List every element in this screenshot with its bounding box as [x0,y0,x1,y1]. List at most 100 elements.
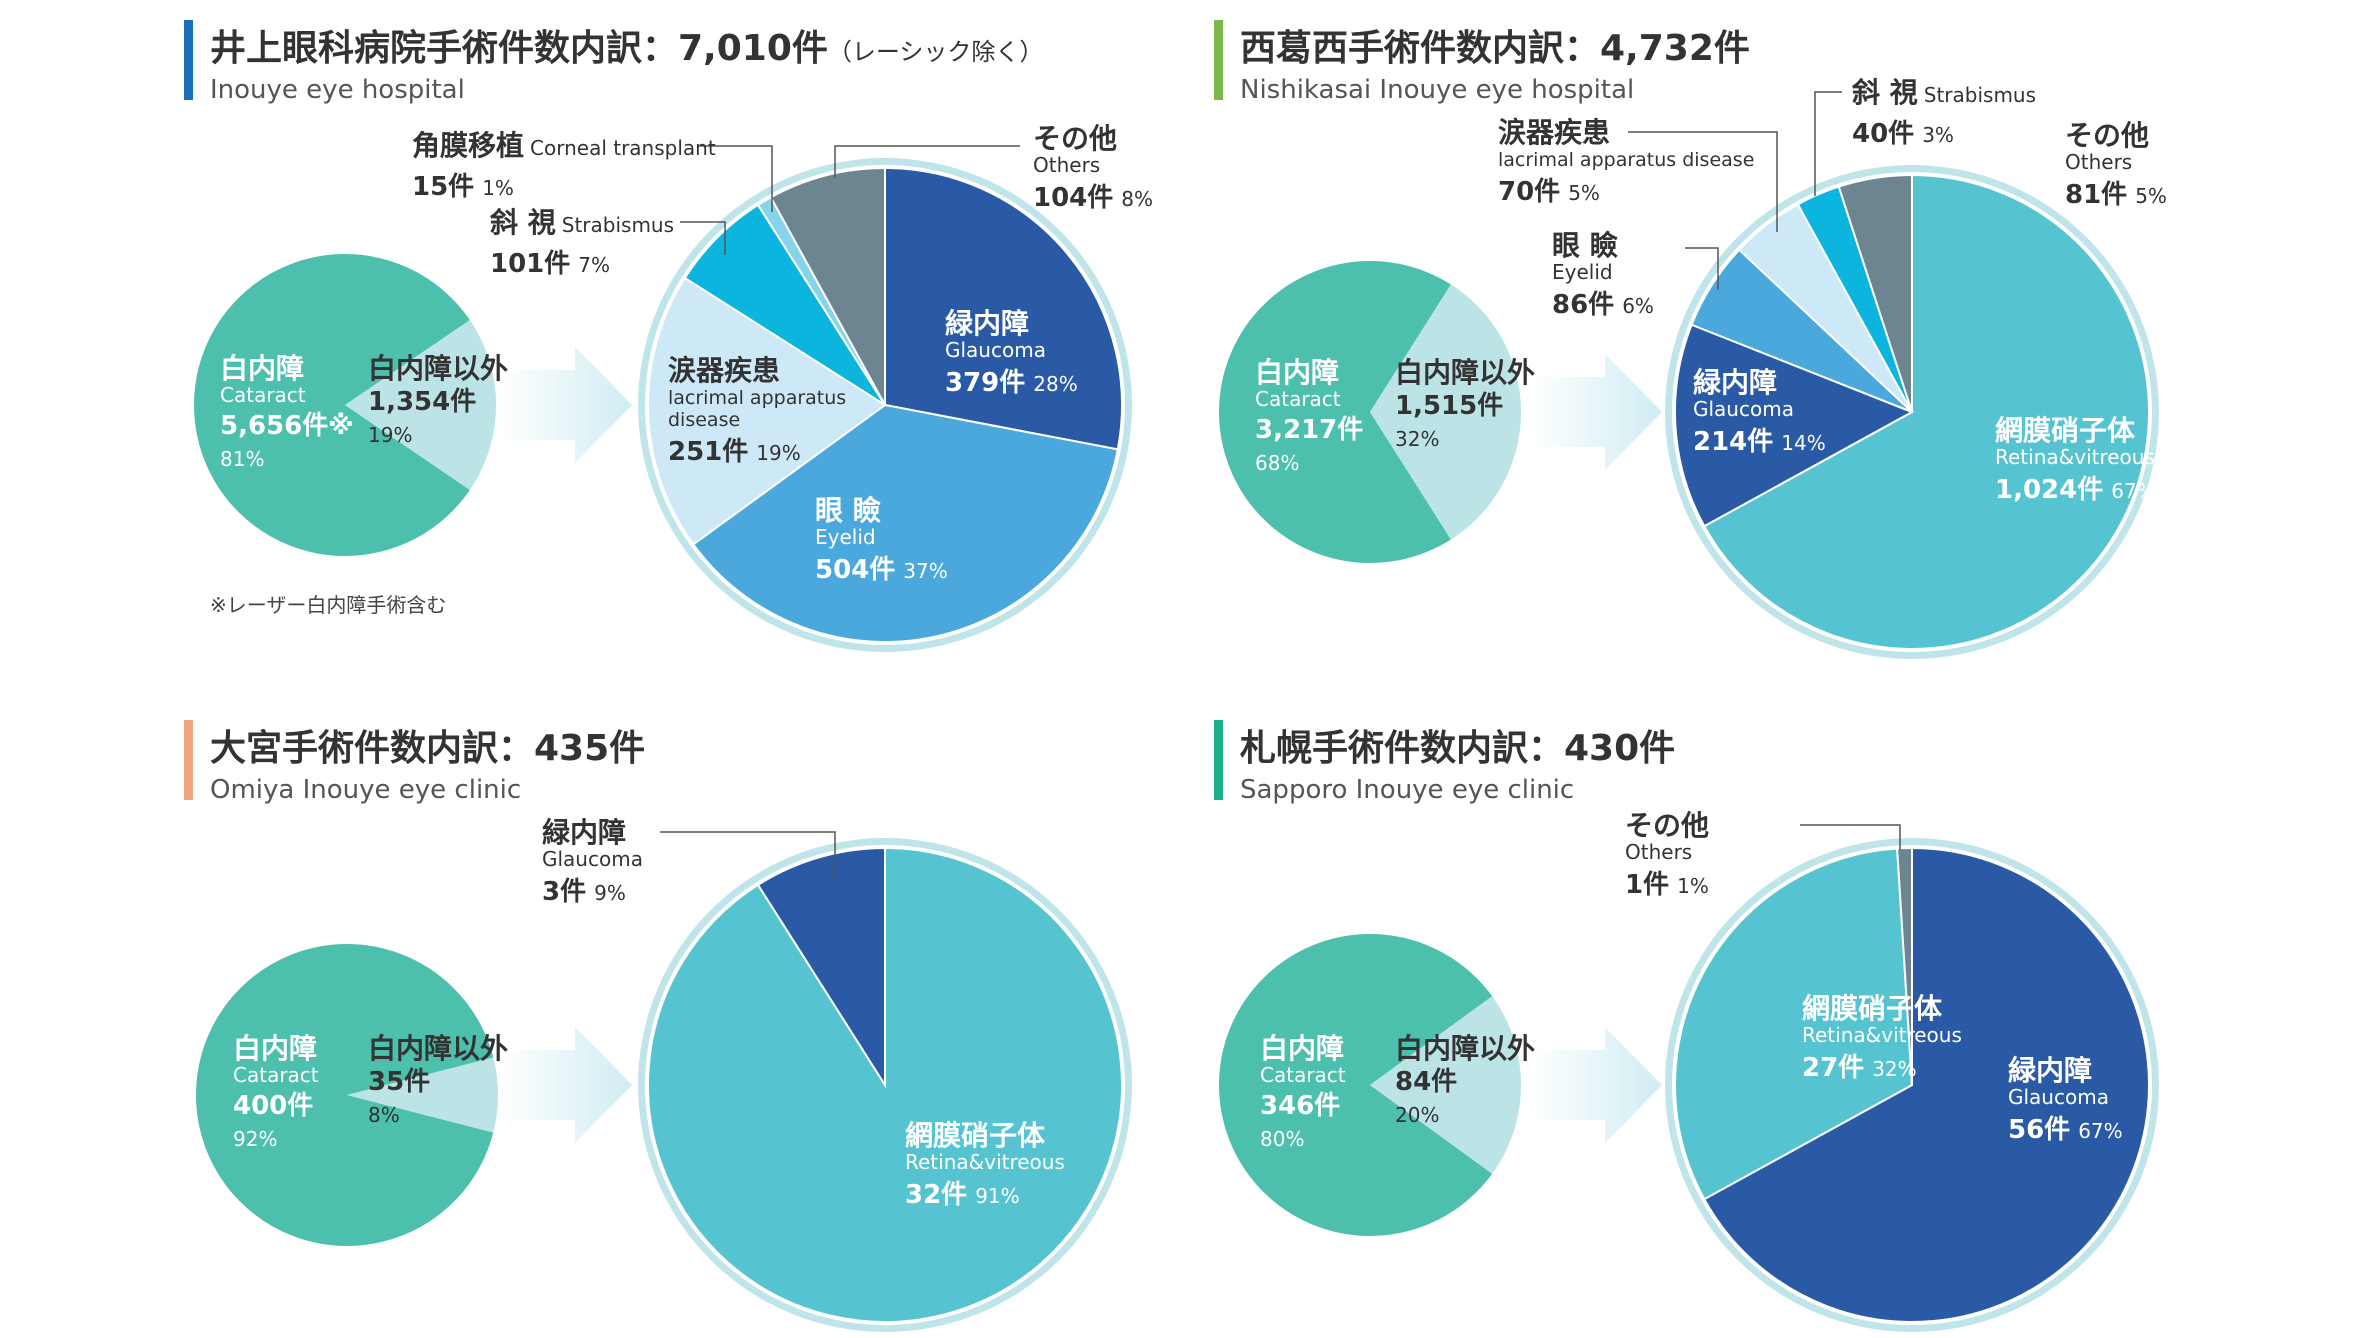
big-pie-label-en: Glaucoma [542,847,643,871]
big-pie-label-jp: その他 [1033,122,1117,155]
leader-line [834,145,1020,178]
big-pie-label-en: Glaucoma [2008,1085,2109,1109]
small-pie-slice-0 [193,252,471,557]
big-pie-label-jp: 角膜移植 Corneal transplant [412,129,716,162]
big-pie-label-en: Others [1033,153,1100,177]
big-pie-count: 3件 9% [542,877,626,907]
big-pie-label-en: Glaucoma [1693,397,1794,421]
chart-title: 西葛西手術件数内訳：4,732件 [1240,28,1750,69]
small-pie-outline [192,252,498,558]
small-pie-outline [1217,259,1523,565]
small-pie-outline [194,942,500,1248]
big-pie-count: 40件 3% [1852,119,1954,149]
big-pie-label-en: lacrimal apparatus disease [1498,149,1754,171]
big-pie-label-jp: 緑内障 [2008,1054,2092,1087]
big-pie-pct: 1% [1677,874,1709,898]
small-pie-count: 346件 [1260,1091,1340,1121]
big-pie-pct: 1% [482,176,514,200]
big-pie-label-jp: 網膜硝子体 [1802,992,1943,1025]
big-pie-label-en-line: disease [668,409,740,431]
small-pie-pct: 19% [368,423,412,447]
big-pie-slice-1 [691,403,1119,643]
big-pie-slice-1 [756,846,886,1089]
flow-arrow [1530,1027,1662,1143]
small-pie-count: 400件 [233,1091,313,1121]
small-pie-label-en: Cataract [220,383,306,407]
big-pie-pct: 3% [1922,123,1954,147]
big-pie-count: 70件 5% [1498,177,1600,207]
leader-line [1685,247,1719,290]
small-pie-slice-0 [1217,933,1493,1237]
flow-arrow [1530,354,1662,470]
chart-title: 大宮手術件数内訳：435件 [210,728,645,769]
small-pie-pct: 8% [368,1103,400,1127]
big-pie-count: 379件 28% [945,368,1078,398]
small-pie-label-jp: 白内障以外 [1395,356,1535,389]
small-pie-outline [1217,932,1523,1238]
small-pie-pct: 68% [1255,451,1299,475]
big-pie-label-jp: 涙器疾患 [668,354,780,387]
chart-subtitle: Nishikasai Inouye eye hospital [1240,75,1634,105]
big-pie-pct: 5% [1568,181,1600,205]
big-pie-count: 214件 14% [1693,427,1826,457]
big-pie-slice-5 [1837,173,1913,413]
big-pie-pct: 5% [2135,184,2167,208]
chart-panel-3: 札幌手術件数内訳：430件 Sapporo Inouye eye clinic 白内… [1214,720,2159,1332]
big-pie-label-jp: 斜 視 Strabismus [1852,76,2036,109]
big-pie-count: 1,024件 67% [1995,475,2156,505]
big-pie-label-en: Strabismus [562,213,674,237]
small-pie-label-jp: 白内障以外 [1395,1032,1535,1065]
big-pie-pct: 8% [1121,187,1153,211]
small-pie-pct: 81% [220,447,264,471]
footnote: ※レーザー白内障手術含む [210,593,446,617]
big-pie-label-en: Strabismus [1924,83,2036,107]
big-pie-pct: 37% [903,559,947,583]
chart-subtitle: Omiya Inouye eye clinic [210,775,521,805]
big-pie-label-en: Others [2065,150,2132,174]
chart-panel-0: 井上眼科病院手術件数内訳：7,010件（レーシック除く） Inouye eye h… [184,20,1153,652]
big-pie-slice-1 [1674,847,1914,1201]
big-pie-slice-2 [1896,846,1913,1086]
small-pie-count: 5,656件※ [220,411,354,441]
big-pie-slice-5 [769,166,886,406]
small-pie-count: 1,515件 [1395,391,1503,421]
big-pie-slice-1 [1674,323,1915,528]
title-accent-bar [184,720,193,800]
big-pie-count: 104件 8% [1033,183,1153,213]
flow-arrow [500,347,632,463]
big-pie-pct: 7% [578,253,610,277]
small-pie-count: 84件 [1395,1067,1457,1097]
small-pie-pct: 20% [1395,1103,1439,1127]
small-pie-count: 1,354件 [368,387,476,417]
big-pie-slice-0 [884,166,1123,451]
big-pie-pct: 67% [2078,1119,2122,1143]
small-pie-pct: 80% [1260,1127,1304,1151]
chart-title: 札幌手術件数内訳：430件 [1240,728,1675,769]
big-pie-label-jp: 網膜硝子体 [905,1119,1046,1152]
big-pie-count: 56件 67% [2008,1115,2123,1145]
big-pie-label-jp: 緑内障 [945,307,1029,340]
leader-line [1800,824,1901,850]
big-pie-pct: 91% [975,1184,1019,1208]
small-pie-pct: 32% [1395,427,1439,451]
small-pie-count: 3,217件 [1255,415,1363,445]
big-pie-label-jp: その他 [1625,809,1709,842]
big-pie-label-en: Retina&vitreous [1802,1023,1962,1047]
big-pie-label-en: Glaucoma [945,338,1046,362]
leader-line [1628,131,1778,232]
big-pie-label-en: Others [1625,840,1692,864]
big-pie-count: 81件 5% [2065,180,2167,210]
big-pie-label-jp: 眼 瞼 [1552,229,1618,262]
title-accent-bar [184,20,193,100]
leader-line [1814,91,1842,196]
big-pie-label-en-line: lacrimal apparatus [668,387,846,409]
small-pie-slice-1 [345,319,498,491]
big-pie-label-en: Eyelid [1552,260,1613,284]
small-pie-count: 35件 [368,1067,430,1097]
title-accent-bar [1214,720,1223,800]
big-pie-count: 32件 91% [905,1180,1020,1210]
big-pie-label-en: lacrimal apparatus disease [668,387,846,431]
big-pie-slice-0 [1702,173,2150,650]
big-pie-count: 1件 1% [1625,870,1709,900]
